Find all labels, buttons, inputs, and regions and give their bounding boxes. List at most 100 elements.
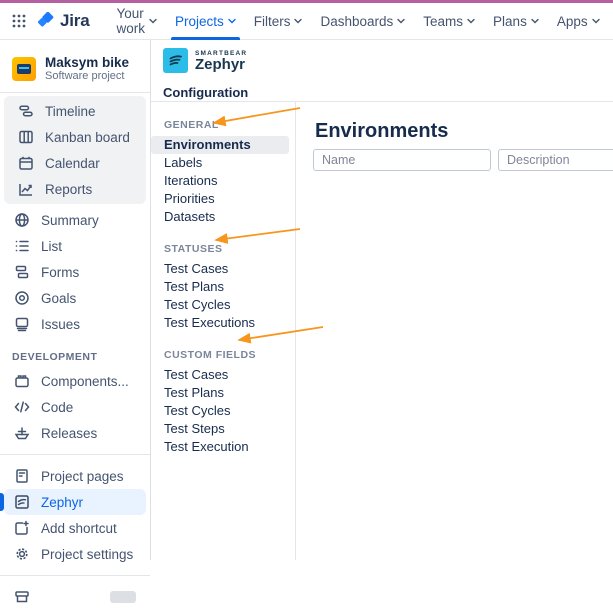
zephyr-brand-header: SMARTBEAR Zephyr bbox=[163, 48, 247, 73]
config-item-labels[interactable]: Labels bbox=[164, 155, 203, 170]
sidebar-item-reports[interactable]: Reports bbox=[8, 176, 142, 202]
chevron-down-icon bbox=[591, 17, 600, 25]
code-icon bbox=[14, 399, 30, 415]
top-navigation: Jira Your work Projects Filters Dashboar… bbox=[0, 3, 613, 40]
jira-home-link[interactable]: Jira bbox=[36, 11, 90, 31]
sidebar-item-project-settings[interactable]: Project settings bbox=[4, 541, 146, 567]
sidebar-item-issues[interactable]: Issues bbox=[4, 311, 146, 337]
configuration-nav: GENERAL Environments Labels Iterations P… bbox=[151, 102, 296, 560]
jira-logo-icon bbox=[36, 11, 55, 31]
config-item-status-test-cycles[interactable]: Test Cycles bbox=[164, 297, 231, 312]
list-icon bbox=[14, 238, 30, 254]
sidebar-item-timeline[interactable]: Timeline bbox=[8, 98, 142, 124]
calendar-icon bbox=[18, 155, 34, 171]
nav-item-teams[interactable]: Teams bbox=[414, 3, 484, 40]
nav-item-dashboards[interactable]: Dashboards bbox=[311, 3, 414, 40]
config-item-priorities[interactable]: Priorities bbox=[164, 191, 215, 206]
selected-item-edge-bar bbox=[0, 493, 4, 511]
gear-icon bbox=[14, 546, 30, 562]
sidebar-divider bbox=[0, 92, 150, 93]
components-icon bbox=[14, 373, 30, 389]
issues-icon bbox=[14, 316, 30, 332]
sidebar-item-releases[interactable]: Releases bbox=[4, 420, 146, 446]
config-item-cf-test-cases[interactable]: Test Cases bbox=[164, 367, 229, 382]
sidebar-divider bbox=[0, 575, 150, 576]
sidebar-item-label: Code bbox=[41, 399, 74, 415]
timeline-icon bbox=[18, 103, 34, 119]
environments-panel: Environments bbox=[297, 102, 613, 560]
sidebar-item-calendar[interactable]: Calendar bbox=[8, 150, 142, 176]
zephyr-logo-icon bbox=[163, 48, 188, 73]
sidebar-item-label: Reports bbox=[45, 181, 93, 197]
project-type: Software project bbox=[45, 70, 125, 82]
page-title: Environments bbox=[315, 120, 449, 142]
config-item-iterations[interactable]: Iterations bbox=[164, 173, 218, 188]
environment-name-input[interactable] bbox=[313, 149, 491, 171]
sidebar-item-label: Project pages bbox=[41, 468, 124, 484]
smartbear-label: SMARTBEAR bbox=[195, 49, 248, 57]
nav-item-your-work[interactable]: Your work bbox=[107, 3, 166, 40]
config-item-environments[interactable]: Environments bbox=[151, 136, 289, 154]
nav-item-filters[interactable]: Filters bbox=[245, 3, 312, 40]
config-section-custom-fields: CUSTOM FIELDS bbox=[164, 349, 257, 361]
config-item-status-test-cases[interactable]: Test Cases bbox=[164, 261, 229, 276]
nav-item-label: Your work bbox=[116, 6, 145, 36]
nav-item-projects[interactable]: Projects bbox=[166, 3, 245, 40]
chevron-down-icon bbox=[397, 17, 405, 25]
sidebar-item-zephyr[interactable]: Zephyr bbox=[0, 489, 146, 515]
config-item-cf-test-cycles[interactable]: Test Cycles bbox=[164, 403, 231, 418]
development-section-header: DEVELOPMENT bbox=[12, 351, 98, 363]
config-section-statuses: STATUSES bbox=[164, 243, 223, 255]
sidebar-item-forms[interactable]: Forms bbox=[4, 259, 146, 285]
config-item-cf-test-steps[interactable]: Test Steps bbox=[164, 421, 225, 436]
config-section-general: GENERAL bbox=[164, 119, 219, 131]
project-pages-icon bbox=[14, 468, 30, 484]
sidebar-item-summary[interactable]: Summary bbox=[4, 207, 146, 233]
nav-item-apps[interactable]: Apps bbox=[548, 3, 609, 40]
sidebar-item-label: Timeline bbox=[45, 103, 96, 119]
project-sidebar: Maksym bike Software project Timeline Ka… bbox=[0, 40, 151, 603]
config-item-status-test-plans[interactable]: Test Plans bbox=[164, 279, 224, 294]
sidebar-item-goals[interactable]: Goals bbox=[4, 285, 146, 311]
sidebar-item-label: Summary bbox=[41, 212, 99, 228]
chevron-down-icon bbox=[149, 17, 157, 25]
configuration-breadcrumb: Configuration bbox=[163, 85, 249, 100]
sidebar-item-label: Releases bbox=[41, 425, 98, 441]
sidebar-item-list[interactable]: List bbox=[4, 233, 146, 259]
sidebar-item-kanban-board[interactable]: Kanban board bbox=[8, 124, 142, 150]
sidebar-item-label: Zephyr bbox=[41, 494, 84, 510]
planning-group: Timeline Kanban board Calendar Reports bbox=[4, 96, 146, 204]
environment-description-input[interactable] bbox=[498, 149, 613, 171]
kanban-board-icon bbox=[18, 129, 34, 145]
sidebar-divider bbox=[0, 454, 150, 455]
sidebar-item-label: Components... bbox=[41, 373, 129, 389]
item-badge bbox=[110, 591, 136, 603]
config-item-cf-test-execution[interactable]: Test Execution bbox=[164, 439, 249, 454]
config-item-datasets[interactable]: Datasets bbox=[164, 209, 216, 224]
config-item-status-test-executions[interactable]: Test Executions bbox=[164, 315, 256, 330]
project-name: Maksym bike bbox=[45, 55, 130, 70]
screen-recording-banner bbox=[0, 0, 613, 3]
config-item-cf-test-plans[interactable]: Test Plans bbox=[164, 385, 224, 400]
sidebar-item-label: Issues bbox=[41, 316, 81, 332]
sidebar-item-archived-partial[interactable] bbox=[4, 584, 146, 610]
sidebar-item-label: Forms bbox=[41, 264, 80, 280]
project-header[interactable]: Maksym bike Software project bbox=[0, 40, 150, 92]
nav-item-label: Filters bbox=[253, 13, 291, 29]
nav-item-plans[interactable]: Plans bbox=[484, 3, 548, 40]
chevron-down-icon bbox=[228, 17, 236, 25]
sidebar-item-components[interactable]: Components... bbox=[4, 368, 146, 394]
sidebar-item-label: Goals bbox=[41, 290, 77, 306]
zephyr-label: Zephyr bbox=[195, 55, 246, 73]
sidebar-item-add-shortcut[interactable]: Add shortcut bbox=[4, 515, 146, 541]
sidebar-item-project-pages[interactable]: Project pages bbox=[4, 463, 146, 489]
nav-item-label: Apps bbox=[556, 13, 588, 29]
archive-box-icon bbox=[14, 589, 30, 605]
main-content: SMARTBEAR Zephyr Configuration GENERAL E… bbox=[151, 40, 613, 560]
sidebar-item-code[interactable]: Code bbox=[4, 394, 146, 420]
app-switcher-icon[interactable] bbox=[12, 11, 26, 31]
sidebar-item-label: List bbox=[41, 238, 63, 254]
sidebar-item-label: Add shortcut bbox=[41, 520, 117, 536]
chevron-down-icon bbox=[531, 17, 539, 25]
header-divider bbox=[151, 101, 613, 102]
